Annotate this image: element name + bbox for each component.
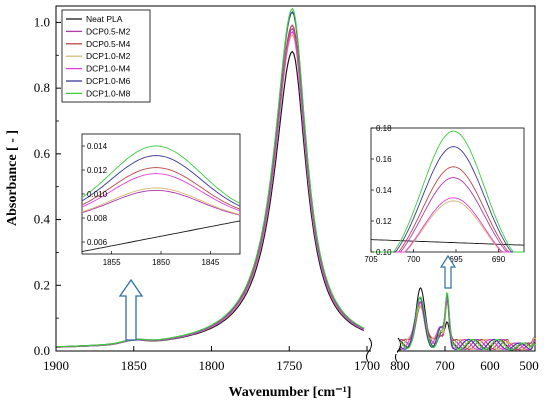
inset-y-tick-label: 0.16 bbox=[376, 155, 392, 164]
y-tick-label: 0.0 bbox=[34, 343, 50, 358]
inset-1850-spectra bbox=[81, 145, 241, 253]
series-line-fingerprint bbox=[399, 292, 536, 351]
inset-x-tick-label: 1845 bbox=[201, 258, 219, 267]
x-tick-label: 1900 bbox=[43, 358, 69, 373]
inset-x-tick-label: 695 bbox=[449, 255, 463, 264]
legend-label: DCP0.5-M2 bbox=[86, 26, 131, 36]
series-line-fingerprint bbox=[399, 291, 536, 351]
series-line-main bbox=[56, 7, 365, 348]
legend-label: DCP1.0-M2 bbox=[86, 51, 131, 61]
inset-695-frame bbox=[370, 127, 525, 253]
legend: Neat PLA DCP0.5-M2 DCP0.5-M4 DCP1.0-M2 DCP1.… bbox=[66, 14, 131, 98]
x-axis-title: Wavenumber [cm⁻¹] bbox=[229, 385, 352, 400]
inset-x-tick-label: 1850 bbox=[152, 258, 170, 267]
inset-y-tick-label: 0.006 bbox=[87, 238, 108, 247]
y-tick-label: 1.0 bbox=[34, 14, 50, 29]
inset-695-axes: 0.10 0.12 0.14 0.16 0.18 705 700 695 690 bbox=[364, 124, 505, 264]
series-line-inset-1850 bbox=[81, 189, 241, 216]
inset-y-tick-label: 0.18 bbox=[376, 124, 392, 133]
legend-label: DCP1.0-M8 bbox=[86, 88, 131, 98]
inset-y-tick-label: 0.014 bbox=[87, 142, 108, 151]
legend-label: Neat PLA bbox=[86, 14, 123, 24]
x-tick-label: 1700 bbox=[354, 358, 380, 373]
y-axis: 0.0 0.2 0.4 0.6 0.8 1.0 bbox=[34, 14, 61, 358]
series-line-inset-695 bbox=[371, 146, 524, 253]
inset-695: 0.10 0.12 0.14 0.16 0.18 705 700 695 690 bbox=[364, 124, 525, 264]
inset-y-tick-label: 0.12 bbox=[376, 217, 392, 226]
x-tick-label: 1800 bbox=[199, 358, 225, 373]
y-tick-label: 0.4 bbox=[34, 212, 51, 227]
main-spectra bbox=[55, 7, 536, 351]
inset-y-tick-label: 0.008 bbox=[87, 214, 108, 223]
series-line-inset-695 bbox=[370, 239, 525, 246]
x-tick-label: 600 bbox=[480, 358, 500, 373]
x-axis: 1900 1850 1800 1750 1700 800 700 600 500 bbox=[43, 346, 539, 373]
x-tick-label: 1750 bbox=[276, 358, 302, 373]
y-tick-label: 0.2 bbox=[34, 277, 50, 292]
series-line-fingerprint bbox=[399, 297, 536, 351]
legend-label: DCP1.0-M6 bbox=[86, 76, 131, 86]
inset-y-tick-label: 0.10 bbox=[376, 248, 392, 257]
x-tick-label: 1850 bbox=[121, 358, 147, 373]
series-line-fingerprint bbox=[399, 295, 536, 351]
inset-1850-axes: 0.006 0.008 0.010 0.012 0.014 1855 1850 1845 bbox=[82, 142, 220, 267]
series-line-inset-1850 bbox=[81, 173, 241, 212]
inset-y-tick-label: 0.012 bbox=[87, 166, 108, 175]
y-tick-label: 0.8 bbox=[34, 80, 50, 95]
inset-y-tick-label: 0.14 bbox=[376, 186, 392, 195]
x-tick-label: 500 bbox=[519, 358, 539, 373]
inset-x-tick-label: 690 bbox=[492, 255, 506, 264]
x-tick-label: 800 bbox=[390, 358, 410, 373]
inset-x-tick-label: 1855 bbox=[103, 258, 121, 267]
arrow-1850 bbox=[118, 278, 144, 341]
y-axis-title: Absorbance [ - ] bbox=[5, 130, 20, 226]
plot-frame bbox=[55, 5, 536, 352]
series-line-inset-1850 bbox=[81, 187, 241, 215]
arrow-695 bbox=[439, 254, 457, 289]
series-line-inset-1850 bbox=[81, 167, 241, 210]
y-tick-label: 0.6 bbox=[34, 146, 51, 161]
inset-695-spectra bbox=[370, 130, 525, 253]
inset-1850: 0.006 0.008 0.010 0.012 0.014 1855 1850 1845 bbox=[81, 133, 241, 267]
series-line-inset-695 bbox=[371, 197, 524, 253]
inset-1850-frame bbox=[81, 133, 241, 255]
series-line-inset-695 bbox=[371, 130, 524, 253]
legend-label: DCP1.0-M4 bbox=[86, 64, 131, 74]
inset-x-tick-label: 705 bbox=[364, 255, 378, 264]
legend-label: DCP0.5-M4 bbox=[86, 39, 131, 49]
series-line-inset-1850 bbox=[81, 220, 241, 253]
inset-y-tick-label: 0.010 bbox=[87, 190, 108, 199]
x-tick-label: 700 bbox=[435, 358, 455, 373]
series-line-inset-1850 bbox=[81, 145, 241, 204]
axis-break-gap bbox=[371, 348, 397, 354]
series-line-inset-1850 bbox=[81, 155, 241, 207]
inset-x-tick-label: 700 bbox=[407, 255, 421, 264]
